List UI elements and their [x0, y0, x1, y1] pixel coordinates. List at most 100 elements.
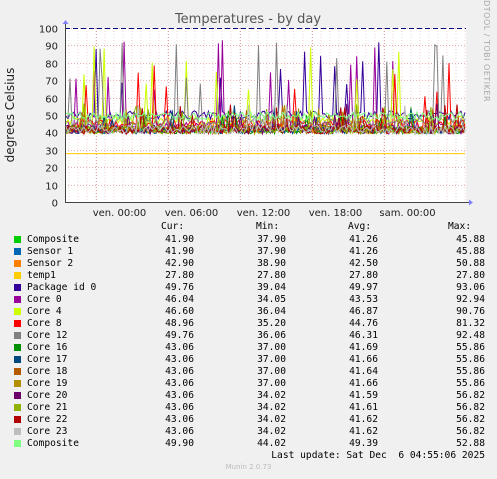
- x-tick-label: ven. 06:00: [165, 208, 219, 219]
- x-tick-label: ven. 18:00: [309, 208, 363, 219]
- legend-name: Core 19: [27, 378, 68, 389]
- chart-title: Temperatures - by day: [174, 12, 321, 27]
- legend-swatch: [14, 380, 21, 387]
- legend-min: 37.90: [257, 246, 286, 257]
- legend-avg: 41.59: [349, 390, 378, 401]
- legend-name: Core 21: [27, 402, 68, 413]
- last-update: Last update: Sat Dec 6 04:55:06 2025: [271, 450, 485, 461]
- legend-swatch: [14, 356, 21, 363]
- header-min: Min:: [256, 221, 280, 232]
- legend-min: 37.90: [257, 234, 286, 245]
- series-lines: [65, 28, 466, 155]
- legend-min: 37.00: [257, 342, 286, 353]
- y-tick-label: 70: [45, 77, 58, 88]
- legend-swatch: [14, 320, 21, 327]
- y-tick-label: 60: [45, 95, 58, 106]
- header-cur: Cur:: [161, 221, 185, 232]
- legend-min: 35.20: [257, 318, 286, 329]
- legend-cur: 43.06: [165, 354, 194, 365]
- series-line-16: [65, 103, 466, 136]
- legend-name: Core 12: [27, 330, 68, 341]
- legend-name: Core 4: [27, 306, 62, 317]
- y-tick-label: 50: [45, 112, 58, 123]
- legend-avg: 44.76: [349, 318, 378, 329]
- y-tick-label: 100: [39, 25, 58, 36]
- legend-cur: 43.06: [165, 378, 194, 389]
- legend-avg: 41.26: [349, 246, 378, 257]
- legend-name: Core 16: [27, 342, 68, 353]
- temperature-chart: Temperatures - by day degrees Celsius RR…: [0, 0, 497, 220]
- legend-row: Core 0 46.04 34.05 43.53 92.94: [0, 294, 497, 306]
- legend-max: 93.06: [456, 282, 485, 293]
- legend-cur: 49.90: [165, 438, 194, 449]
- legend-name: Core 22: [27, 414, 68, 425]
- legend-avg: 41.69: [349, 342, 378, 353]
- legend-min: 34.02: [257, 426, 286, 437]
- legend-row: Core 21 43.06 34.02 41.61 56.82: [0, 402, 497, 414]
- legend-max: 50.88: [456, 258, 485, 269]
- legend-cur: 41.90: [165, 246, 194, 257]
- legend-avg: 41.66: [349, 354, 378, 365]
- legend-swatch: [14, 248, 21, 255]
- legend-min: 39.04: [257, 282, 286, 293]
- y-axis-arrow: [62, 20, 69, 24]
- legend-swatch: [14, 272, 21, 279]
- legend-cur: 46.60: [165, 306, 194, 317]
- legend-avg: 41.62: [349, 414, 378, 425]
- legend-avg: 43.53: [349, 294, 378, 305]
- legend-min: 38.90: [257, 258, 286, 269]
- y-axis-label: degrees Celsius: [3, 68, 17, 163]
- legend-name: Core 8: [27, 318, 62, 329]
- legend-swatch: [14, 368, 21, 375]
- legend-cur: 42.90: [165, 258, 194, 269]
- legend-max: 92.94: [456, 294, 485, 305]
- series-line-15: [65, 104, 466, 136]
- legend-row: Sensor 2 42.90 38.90 42.50 50.88: [0, 258, 497, 270]
- legend-max: 45.88: [456, 234, 485, 245]
- legend-name: Composite: [27, 438, 79, 449]
- legend-min: 34.05: [257, 294, 286, 305]
- legend-avg: 41.26: [349, 234, 378, 245]
- legend-avg: 41.64: [349, 366, 378, 377]
- legend-swatch: [14, 284, 21, 291]
- legend-name: Sensor 1: [27, 246, 74, 257]
- legend-min: 37.00: [257, 378, 286, 389]
- legend-row: Composite 49.90 44.02 49.39 52.88: [0, 438, 497, 450]
- legend-min: 37.00: [257, 354, 286, 365]
- legend-avg: 27.80: [349, 270, 378, 281]
- legend-swatch: [14, 236, 21, 243]
- legend-row: Core 8 48.96 35.20 44.76 81.32: [0, 318, 497, 330]
- legend-swatch: [14, 344, 21, 351]
- legend-row: Core 19 43.06 37.00 41.66 55.86: [0, 378, 497, 390]
- y-tick-label: 10: [45, 182, 58, 193]
- axes: [62, 20, 473, 206]
- legend-cur: 49.76: [165, 282, 194, 293]
- legend-avg: 46.87: [349, 306, 378, 317]
- legend-cur: 43.06: [165, 414, 194, 425]
- legend-swatch: [14, 260, 21, 267]
- legend-avg: 49.39: [349, 438, 378, 449]
- series-line-12: [65, 104, 466, 136]
- legend-row: Core 22 43.06 34.02 41.62 56.82: [0, 414, 497, 426]
- legend-max: 56.82: [456, 402, 485, 413]
- legend-swatch: [14, 392, 21, 399]
- legend-row: Core 4 46.60 36.04 46.87 90.76: [0, 306, 497, 318]
- legend-min: 27.80: [257, 270, 286, 281]
- legend-min: 34.02: [257, 414, 286, 425]
- legend-row: Package id 0 49.76 39.04 49.97 93.06: [0, 282, 497, 294]
- legend-max: 45.88: [456, 246, 485, 257]
- legend-cur: 43.06: [165, 402, 194, 413]
- legend-row: Core 23 43.06 34.02 41.62 56.82: [0, 426, 497, 438]
- legend-min: 37.00: [257, 366, 286, 377]
- legend-min: 36.06: [257, 330, 286, 341]
- legend-min: 36.04: [257, 306, 286, 317]
- legend-swatch: [14, 416, 21, 423]
- header-max: Max:: [448, 221, 472, 232]
- legend-cur: 27.80: [165, 270, 194, 281]
- legend-cur: 43.06: [165, 342, 194, 353]
- legend-swatch: [14, 428, 21, 435]
- y-tick-label: 30: [45, 147, 58, 158]
- legend-min: 34.02: [257, 402, 286, 413]
- legend-cur: 46.04: [165, 294, 194, 305]
- y-tick-label: 0: [52, 199, 58, 210]
